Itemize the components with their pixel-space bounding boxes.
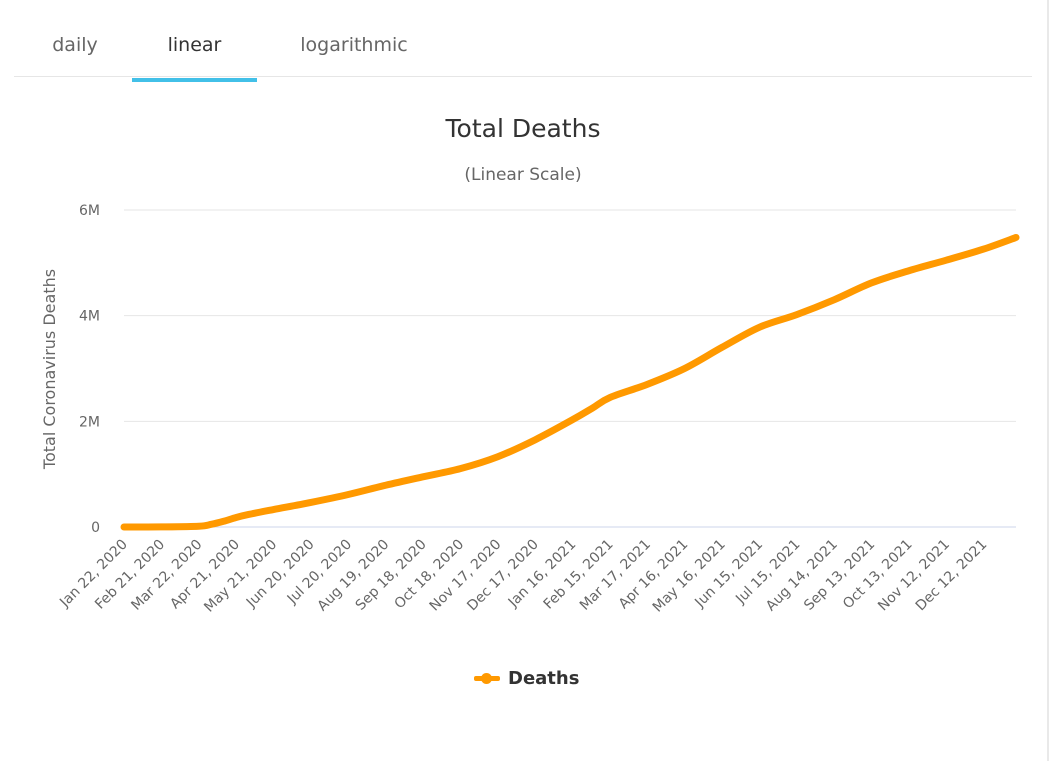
y-gridlines (124, 209, 1016, 422)
chart-tab-bar: daily linear logarithmic (14, 0, 1032, 82)
legend-label-deaths: Deaths (508, 667, 580, 689)
y-axis-ticks: 0 2M 4M 6M (79, 203, 100, 536)
panel-right-border (1047, 0, 1049, 761)
tab-logarithmic[interactable]: logarithmic (274, 34, 434, 78)
y-tick-label: 0 (91, 520, 100, 536)
y-tick-label: 4M (79, 309, 100, 325)
chart-subtitle: (Linear Scale) (464, 165, 581, 185)
tab-daily-label: daily (52, 34, 98, 56)
tab-linear-label: linear (167, 34, 222, 56)
chart-title: Total Deaths (445, 114, 601, 143)
legend-item-deaths[interactable]: Deaths (474, 665, 579, 691)
legend-line-symbol-icon (474, 671, 500, 685)
y-tick-label: 2M (79, 414, 100, 430)
active-tab-indicator (132, 78, 257, 82)
series-line-deaths[interactable] (120, 233, 1020, 531)
series-layer (120, 233, 1020, 531)
tab-linear[interactable]: linear (132, 34, 257, 82)
y-axis-title: Total Coronavirus Deaths (40, 269, 59, 470)
tab-daily[interactable]: daily (14, 34, 136, 78)
y-tick-label: 6M (79, 203, 100, 219)
tab-logarithmic-label: logarithmic (300, 34, 408, 56)
